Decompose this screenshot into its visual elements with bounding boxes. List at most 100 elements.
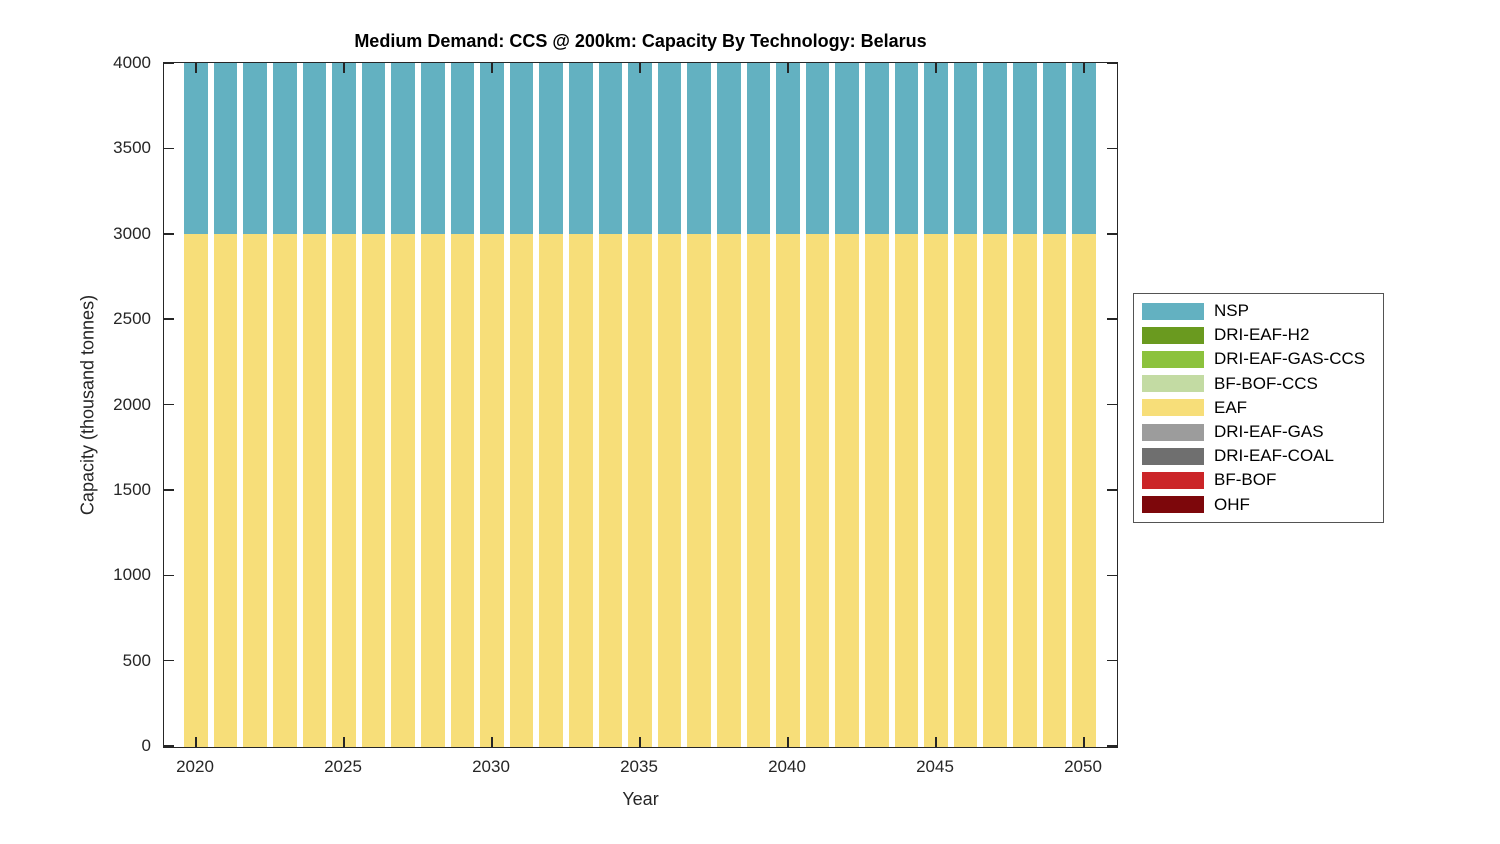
y-tick-label: 0 [141,736,151,755]
y-tick [164,403,174,406]
bar-segment-eaf [687,234,712,747]
y-tick-mirror [1107,574,1117,576]
y-tick [164,318,174,320]
bar-segment-nsp [243,63,268,234]
bar-segment-eaf [1042,234,1067,747]
y-tick [164,62,174,64]
chart-title: Medium Demand: CCS @ 200km: Capacity By … [354,31,927,51]
bar-segment-nsp [184,63,208,234]
bar-segment-nsp [568,63,593,234]
x-tick-label: 2045 [916,757,954,776]
bar-segment-eaf [361,234,386,747]
legend-swatch-nsp [1142,302,1204,320]
bar-segment-nsp [420,63,445,234]
y-tick [164,233,174,235]
legend-swatch-bf-bof [1142,471,1204,489]
bar-segment-eaf [539,234,564,747]
x-tick-mirror [343,63,345,73]
legend-label: BF-BOF-CCS [1214,373,1318,393]
bar-segment-nsp [657,63,682,234]
legend-item-dri-eaf-coal: DRI-EAF-COAL [1142,444,1383,468]
plot-area [163,62,1118,748]
legend-label: DRI-EAF-COAL [1214,446,1334,466]
bar-segment-nsp [864,63,889,234]
bar-segment-nsp [687,63,712,234]
x-tick [639,737,641,747]
legend-label: DRI-EAF-GAS [1214,422,1324,442]
y-tick-label: 500 [122,650,151,670]
y-tick-label: 2500 [113,309,151,329]
y-tick-mirror [1107,659,1117,662]
y-tick-label: 1500 [113,479,151,499]
x-axis-label: Year [622,789,659,809]
x-tick-label: 2020 [176,757,214,776]
y-tick-label: 1000 [113,565,151,585]
bar-segment-nsp [835,63,860,234]
bar-segment-nsp [539,63,564,234]
y-tick-mirror [1107,233,1117,235]
legend-label: BF-BOF [1214,470,1277,490]
bar-segment-eaf [924,234,948,747]
y-tick-label: 4000 [113,53,151,72]
legend: NSP DRI-EAF-H2 DRI-EAF-GAS-CCS BF-BOF-CCS EA… [1133,293,1384,523]
bar-segment-eaf [184,234,208,747]
legend-swatch-ohf [1142,496,1204,514]
y-tick-label: 3500 [113,138,151,158]
bar-segment-nsp [272,63,297,234]
x-tick-label: 2025 [324,757,362,776]
bar-segment-eaf [568,234,593,747]
x-tick-mirror [639,63,641,73]
x-tick [1083,737,1085,747]
x-tick-label: 2030 [472,757,510,776]
bar-segment-nsp [628,63,652,234]
bar-segment-eaf [1072,234,1096,747]
bar-segment-eaf [805,234,830,747]
bar-segment-nsp [1012,63,1037,234]
x-tick-label: 2050 [1064,757,1102,776]
bar-segment-nsp [894,63,919,234]
legend-item-bf-bof-ccs: BF-BOF-CCS [1142,372,1383,396]
y-tick-mirror [1107,745,1117,747]
legend-swatch-eaf [1142,399,1204,417]
bar-segment-eaf [272,234,297,747]
bar-segment-eaf [598,234,623,747]
legend-item-dri-eaf-h2: DRI-EAF-H2 [1142,323,1383,347]
y-tick [164,745,174,747]
bar-segment-nsp [480,63,504,234]
bar-segment-eaf [776,234,800,747]
bar-segment-eaf [391,234,416,747]
bar-segment-nsp [776,63,800,234]
bar-segment-nsp [302,63,327,234]
bar-segment-nsp [1042,63,1067,234]
x-tick-mirror [1083,63,1085,73]
bar-segment-eaf [835,234,860,747]
bar-segment-nsp [716,63,741,234]
bar-segment-nsp [509,63,534,234]
y-tick-labels: 0 500 1000 1500 2000 2500 3000 3500 4000 [0,0,151,844]
x-tick-label: 2040 [768,757,806,776]
bar-segment-nsp [598,63,623,234]
bar-segment-eaf [509,234,534,747]
bar-segment-nsp [953,63,978,234]
bar-segment-eaf [332,234,356,747]
y-tick-mirror [1107,318,1117,320]
legend-item-nsp: NSP [1142,299,1383,323]
y-tick-mirror [1107,403,1117,406]
bar-segment-nsp [924,63,948,234]
legend-swatch-dri-eaf-gas [1142,423,1204,441]
y-tick-mirror [1107,147,1117,150]
legend-item-ohf: OHF [1142,493,1383,517]
x-tick [935,737,937,747]
bar-segment-nsp [361,63,386,234]
bar-segment-eaf [746,234,771,747]
y-tick [164,489,174,491]
bar-segment-eaf [420,234,445,747]
bar-segment-eaf [213,234,238,747]
bar-segment-nsp [332,63,356,234]
x-tick [787,737,789,747]
bar-segment-eaf [450,234,475,747]
legend-item-dri-eaf-gas: DRI-EAF-GAS [1142,420,1383,444]
bar-segment-eaf [953,234,978,747]
x-tick [343,737,345,747]
